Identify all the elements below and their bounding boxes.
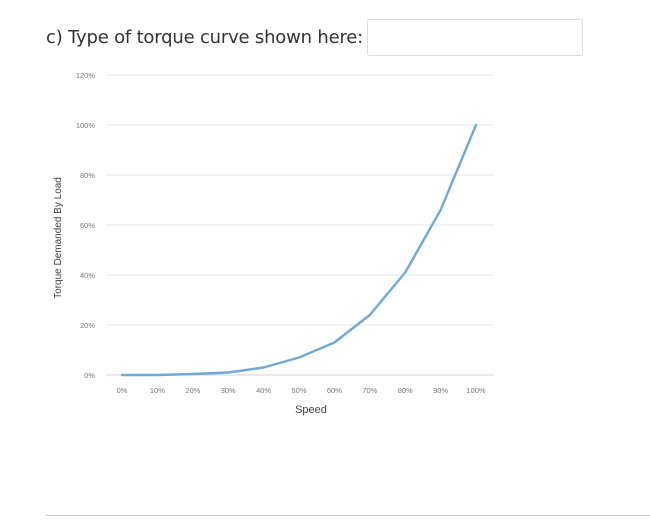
x-tick-label: 20%: [185, 386, 200, 395]
question-row: c) Type of torque curve shown here:: [46, 19, 583, 56]
x-axis-tick-labels: 0% 10% 20% 30% 40% 50% 60% 70% 80% 90% 100%: [117, 386, 486, 395]
x-tick-label: 10%: [150, 386, 165, 395]
y-tick-label: 100%: [76, 121, 96, 130]
y-tick-label: 120%: [76, 71, 96, 80]
x-tick-label: 60%: [327, 386, 342, 395]
x-tick-label: 50%: [291, 386, 306, 395]
torque-curve-chart: 0% 20% 40% 60% 80% 100% 120% 0% 10% 20% 30% 40% 50%…: [53, 71, 494, 416]
x-tick-label: 90%: [433, 386, 448, 395]
answer-input[interactable]: [367, 19, 583, 56]
series-line: [120, 123, 478, 377]
y-tick-label: 60%: [80, 221, 95, 230]
chart-gridlines: [106, 74, 494, 376]
y-axis-tick-labels: 0% 20% 40% 60% 80% 100% 120%: [76, 71, 96, 380]
y-tick-label: 80%: [80, 171, 95, 180]
x-axis-label: Speed: [295, 404, 327, 416]
chart-series: [120, 123, 478, 377]
x-tick-label: 40%: [256, 386, 271, 395]
section-divider: [46, 515, 650, 516]
y-tick-label: 20%: [80, 321, 95, 330]
y-tick-label: 0%: [84, 371, 95, 380]
x-tick-label: 0%: [117, 386, 128, 395]
x-tick-label: 30%: [221, 386, 236, 395]
question-label: c) Type of torque curve shown here:: [46, 27, 363, 48]
x-tick-label: 100%: [466, 386, 486, 395]
x-tick-label: 70%: [362, 386, 377, 395]
y-axis-label: Torque Demanded By Load: [53, 177, 64, 299]
x-tick-label: 80%: [398, 386, 413, 395]
y-tick-label: 40%: [80, 271, 95, 280]
